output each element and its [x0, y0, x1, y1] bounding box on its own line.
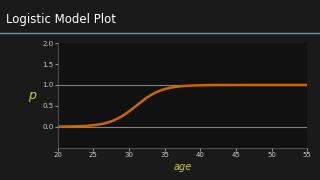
Text: p: p — [28, 89, 36, 102]
X-axis label: age: age — [173, 162, 192, 172]
Text: Logistic Model Plot: Logistic Model Plot — [6, 13, 116, 26]
